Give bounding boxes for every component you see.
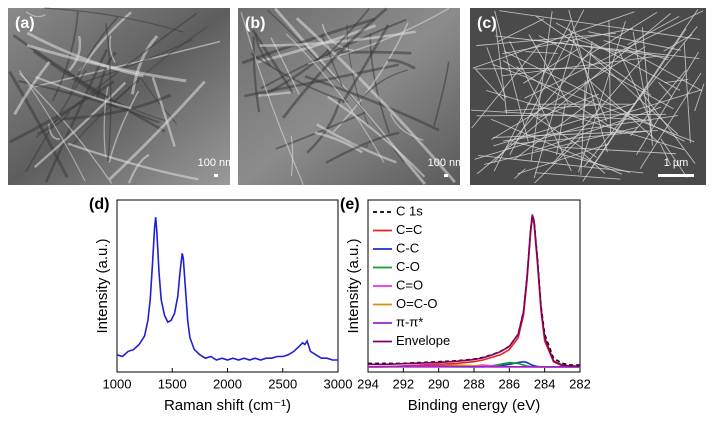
scale-bar-label: 100 nm [428, 157, 465, 169]
scale-bar-label: 1 µm [664, 157, 689, 169]
panel-label: (b) [245, 15, 265, 32]
y-axis-label: Intensity (a.u.) [345, 238, 362, 333]
x-tick-label: 284 [534, 376, 556, 391]
panel-label: (e) [340, 196, 360, 213]
x-tick-label: 2000 [213, 376, 242, 391]
legend-label: O=C-O [396, 296, 438, 311]
x-tick-label: 2500 [268, 376, 297, 391]
x-tick-label: 288 [463, 376, 485, 391]
legend-label: C=O [396, 277, 423, 292]
scale-bar [214, 174, 218, 177]
scale-bar [658, 174, 694, 177]
legend-label: C 1s [396, 203, 423, 218]
x-tick-label: 290 [428, 376, 450, 391]
x-tick-label: 1000 [103, 376, 132, 391]
scale-bar-label: 100 nm [198, 157, 235, 169]
legend-label: C=C [396, 222, 422, 237]
data-line [117, 217, 338, 360]
panel-label: (d) [89, 196, 109, 213]
x-tick-label: 286 [498, 376, 520, 391]
x-tick-label: 3000 [324, 376, 353, 391]
x-tick-label: 294 [357, 376, 379, 391]
x-axis-label: Raman shift (cm⁻¹) [164, 397, 291, 414]
legend-label: C-O [396, 259, 420, 274]
x-tick-label: 292 [392, 376, 414, 391]
scale-bar [444, 174, 448, 177]
y-axis-label: Intensity (a.u.) [94, 238, 111, 333]
legend-label: Envelope [396, 333, 450, 348]
legend-label: C-C [396, 240, 419, 255]
x-tick-label: 282 [569, 376, 591, 391]
x-axis-label: Binding energy (eV) [408, 397, 541, 414]
panel-label: (c) [477, 15, 497, 32]
x-tick-label: 1500 [158, 376, 187, 391]
legend-label: π-π* [396, 314, 423, 329]
plot-frame [117, 200, 338, 372]
panel-label: (a) [15, 15, 35, 32]
